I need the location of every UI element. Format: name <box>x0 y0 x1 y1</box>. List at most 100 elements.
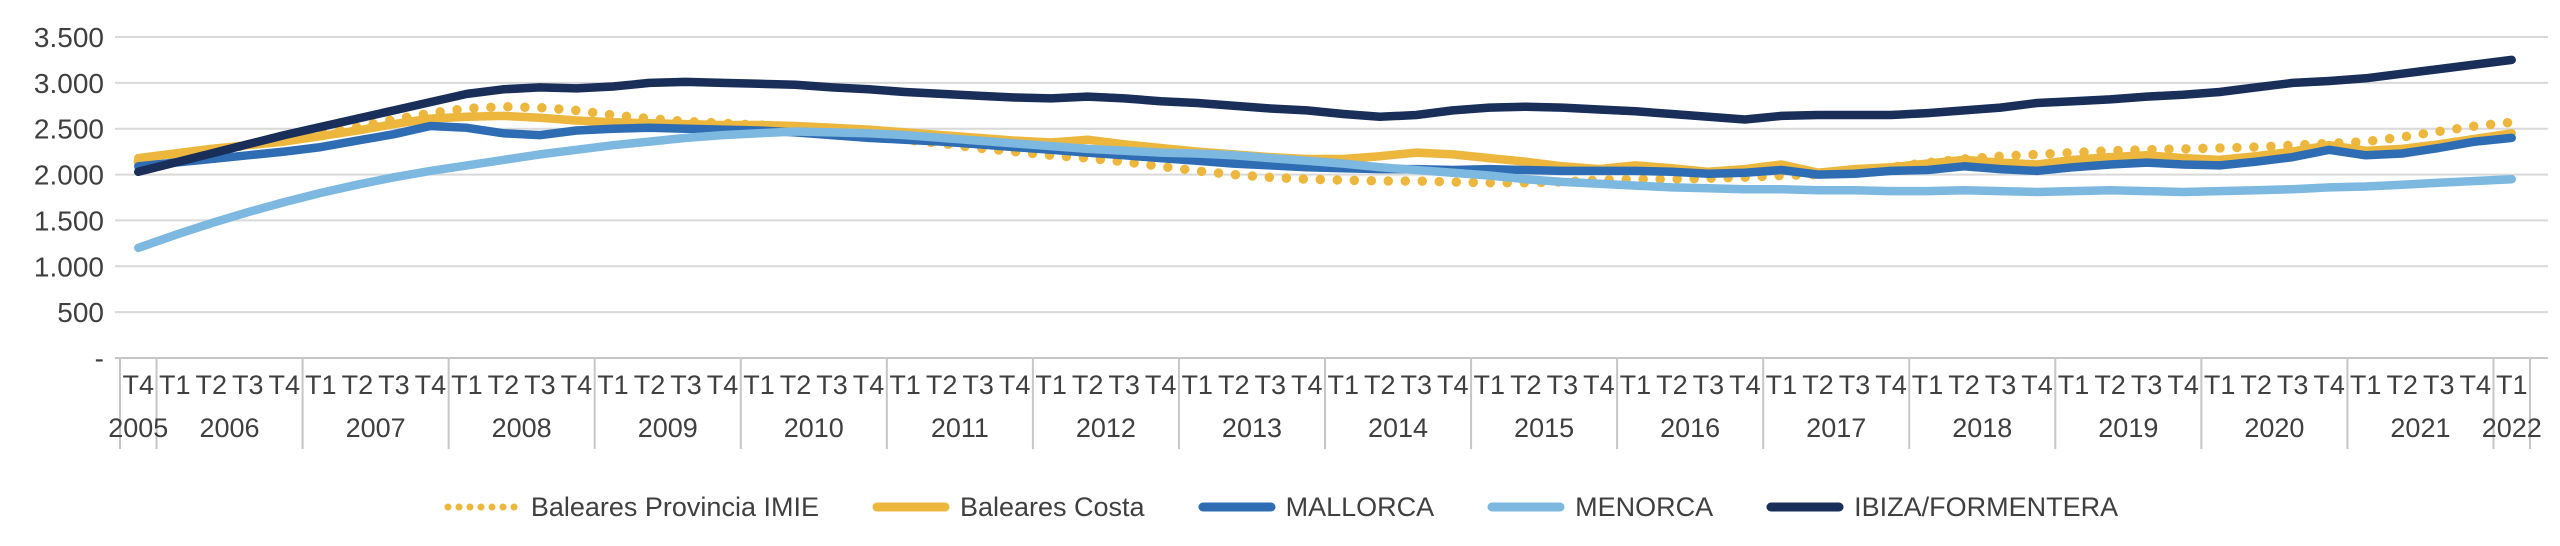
legend-item-ibiza-formentera: IBIZA/FORMENTERA <box>1765 492 2118 523</box>
x-axis-year-label: 2012 <box>1076 413 1136 443</box>
legend-item-baleares-costa: Baleares Costa <box>871 492 1145 523</box>
x-axis-quarter-label: T3 <box>2423 370 2455 400</box>
x-axis-quarter-label: T1 <box>1474 370 1506 400</box>
y-axis-label: 500 <box>57 297 104 328</box>
x-axis-quarter-label: T1 <box>2496 370 2528 400</box>
x-axis-quarter-label: T2 <box>1510 370 1542 400</box>
x-axis-quarter-label: T4 <box>2459 370 2491 400</box>
series-line-mallorca <box>134 121 2516 179</box>
x-axis-quarter-label: T4 <box>1583 370 1615 400</box>
x-axis-year-label: 2014 <box>1368 413 1428 443</box>
x-axis-quarter-label: T2 <box>780 370 812 400</box>
x-axis-quarter-label: T4 <box>2021 370 2053 400</box>
x-axis-quarter-label: T1 <box>159 370 191 400</box>
x-axis-quarter-label: T4 <box>122 370 154 400</box>
x-axis-year-label: 2009 <box>638 413 698 443</box>
x-axis-quarter-label: T2 <box>634 370 666 400</box>
x-axis-quarter-label: T1 <box>451 370 483 400</box>
x-axis-quarter-label: T4 <box>1437 370 1469 400</box>
x-axis-quarter-label: T1 <box>597 370 629 400</box>
legend-label-ibiza-formentera: IBIZA/FORMENTERA <box>1854 491 2119 522</box>
series-line-ibiza-formentera <box>134 55 2516 177</box>
x-axis-year-label: 2006 <box>200 413 260 443</box>
x-axis-year-label: 2020 <box>2244 413 2304 443</box>
x-axis-quarter-label: T4 <box>707 370 739 400</box>
x-axis-quarter-label: T3 <box>1108 370 1140 400</box>
x-axis-quarter-label: T1 <box>1620 370 1652 400</box>
x-axis-quarter-label: T2 <box>488 370 520 400</box>
legend-item-mallorca: MALLORCA <box>1197 491 1435 523</box>
y-axis-label: 2.500 <box>34 114 104 145</box>
legend-item-menorca: MENORCA <box>1486 492 1713 523</box>
x-axis-quarter-label: T1 <box>305 370 337 400</box>
y-axis-label: 3.500 <box>34 22 104 53</box>
legend-swatch-solid-icon <box>1198 502 1276 512</box>
x-axis-quarter-label: T2 <box>2386 370 2418 400</box>
x-axis-quarter-label: T2 <box>342 370 374 400</box>
x-axis-quarter-label: T3 <box>1693 370 1725 400</box>
x-axis-quarter-label: T3 <box>1985 370 2017 400</box>
legend-swatch-dotted-icon <box>444 503 520 511</box>
x-axis-quarter-label: T3 <box>2277 370 2309 400</box>
x-axis-quarter-label: T2 <box>1656 370 1688 400</box>
legend-label-baleares-provincia-imie: Baleares Provincia IMIE <box>530 491 819 522</box>
series-line-menorca <box>134 127 2516 253</box>
legend-label-mallorca: MALLORCA <box>1285 491 1435 522</box>
x-axis-quarter-label: T3 <box>232 370 264 400</box>
x-axis-quarter-label: T1 <box>743 370 775 400</box>
x-axis-year-label: 2010 <box>784 413 844 443</box>
x-axis-year-label: 2005 <box>108 413 168 443</box>
x-axis-quarter-label: T3 <box>1547 370 1579 400</box>
x-axis-quarter-label: T4 <box>561 370 593 400</box>
legend-item-baleares-provincia-imie: Baleares Provincia IMIE <box>442 492 819 523</box>
y-axis-label: - <box>95 343 104 374</box>
x-axis-quarter-label: T1 <box>1181 370 1213 400</box>
x-axis-year-label: 2013 <box>1222 413 1282 443</box>
x-axis-quarter-label: T4 <box>2167 370 2199 400</box>
y-axis-label: 3.000 <box>34 68 104 99</box>
x-axis-year-label: 2017 <box>1806 413 1866 443</box>
x-axis-quarter-label: T2 <box>1218 370 1250 400</box>
x-axis-quarter-label: T4 <box>853 370 885 400</box>
series-line-baleares-provincia-imie <box>133 101 2517 188</box>
x-axis-quarter-label: T1 <box>1035 370 1067 400</box>
legend-swatch-solid-icon <box>1487 502 1565 512</box>
x-axis-quarter-label: T4 <box>269 370 301 400</box>
x-axis-quarter-label: T3 <box>1254 370 1286 400</box>
legend-swatch-solid-icon <box>872 502 950 512</box>
x-axis-quarter-label: T1 <box>2350 370 2382 400</box>
x-axis-year-label: 2007 <box>346 413 406 443</box>
x-axis-quarter-label: T4 <box>1729 370 1761 400</box>
x-axis-quarter-label: T1 <box>2204 370 2236 400</box>
x-axis-quarter-label: T3 <box>2131 370 2163 400</box>
x-axis-year-label: 2016 <box>1660 413 1720 443</box>
x-axis-quarter-label: T2 <box>196 370 228 400</box>
x-axis-quarter-label: T1 <box>889 370 921 400</box>
x-axis-quarter-label: T3 <box>962 370 994 400</box>
x-axis-quarter-label: T4 <box>1291 370 1323 400</box>
x-axis-quarter-label: T2 <box>1948 370 1980 400</box>
x-axis-year-label: 2019 <box>2098 413 2158 443</box>
x-axis-quarter-label: T2 <box>926 370 958 400</box>
y-axis-label: 1.000 <box>34 251 104 282</box>
x-axis-quarter-label: T4 <box>2313 370 2345 400</box>
x-axis-quarter-label: T2 <box>1072 370 1104 400</box>
x-axis-year-label: 2022 <box>2482 413 2542 443</box>
x-axis-quarter-label: T2 <box>1364 370 1396 400</box>
x-axis-year-label: 2021 <box>2390 413 2450 443</box>
x-axis-quarter-label: T1 <box>2058 370 2090 400</box>
x-axis-quarter-label: T4 <box>999 370 1031 400</box>
x-axis-quarter-label: T1 <box>1327 370 1359 400</box>
x-axis-quarter-label: T3 <box>816 370 848 400</box>
x-axis-year-label: 2011 <box>931 413 989 443</box>
x-axis-quarter-label: T3 <box>378 370 410 400</box>
legend-label-baleares-costa: Baleares Costa <box>959 491 1145 522</box>
x-axis-quarter-label: T4 <box>1145 370 1177 400</box>
x-axis-quarter-label: T3 <box>524 370 556 400</box>
x-axis-quarter-label: T3 <box>1401 370 1433 400</box>
x-axis-quarter-label: T1 <box>1766 370 1798 400</box>
chart-legend: Baleares Provincia IMIE Baleares Costa M… <box>0 463 2560 546</box>
legend-swatch-solid-icon <box>1766 502 1844 512</box>
